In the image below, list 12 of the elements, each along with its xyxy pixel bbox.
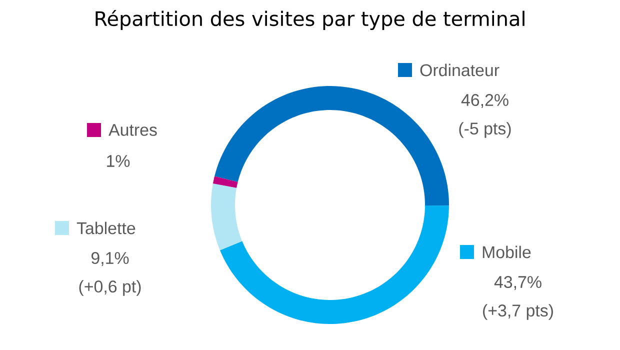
data-label: 1% (107, 155, 130, 167)
text: (+0,6 pt) (79, 280, 141, 296)
data-label: 9,1% (92, 252, 129, 266)
text: (-5 pts) (459, 122, 511, 138)
text: (+3,7 pts) (483, 304, 553, 320)
legend-label: Tablette (76, 222, 136, 234)
legend-label: Autres (108, 124, 157, 136)
chart-title: Répartition des visites par type de terminal (96, 10, 524, 30)
legend-label: Ordinateur (420, 64, 500, 76)
data-label: 46,2% (461, 94, 508, 108)
data-label: 43,7% (494, 276, 542, 290)
legend-label: Mobile (482, 246, 531, 258)
